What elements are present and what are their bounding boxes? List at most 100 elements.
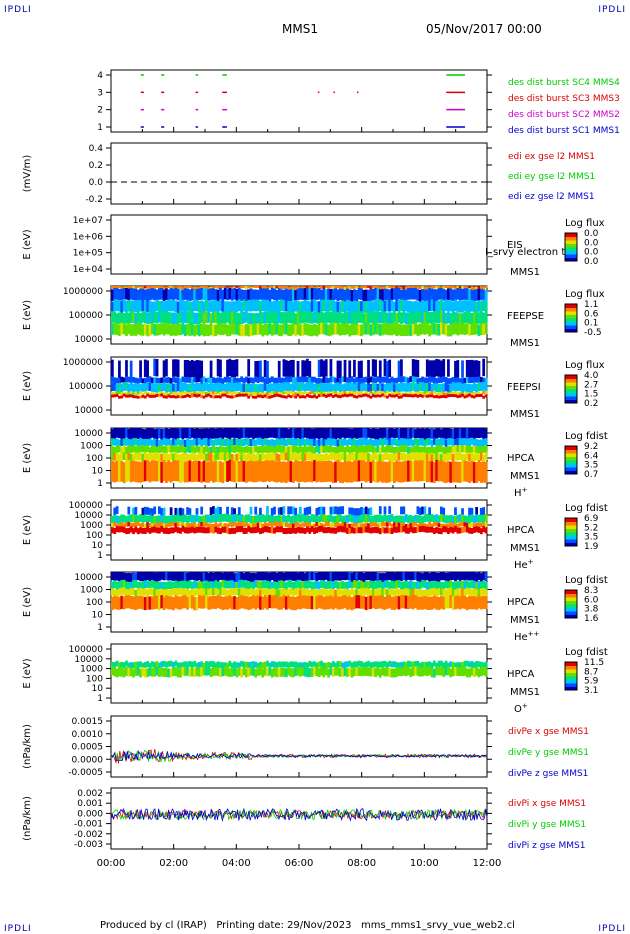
spectrogram-cell <box>146 460 149 482</box>
legend-entry-divpe: divPe x gse MMS1 <box>508 727 589 737</box>
spectrogram-cell <box>423 446 427 454</box>
spectrogram-cell <box>146 661 149 667</box>
spectrogram-cell <box>423 580 427 589</box>
spectrogram-cell <box>378 506 382 514</box>
spectrogram-cell <box>240 526 243 533</box>
spectrogram-cell <box>369 589 373 598</box>
spectrogram-cell <box>287 394 290 398</box>
spectrogram-cell <box>268 395 272 399</box>
spectrogram-cell <box>115 377 119 384</box>
spectrogram-cell <box>435 395 439 399</box>
spectrogram-cell <box>139 288 142 301</box>
spectrogram-cell <box>183 595 187 609</box>
spectrogram-cell <box>277 445 281 453</box>
spectrogram-cell <box>259 322 262 335</box>
spectrogram-cell <box>219 383 222 392</box>
spectrogram-cell <box>277 507 281 516</box>
spectrogram-cell <box>383 384 387 393</box>
spectrogram-cell <box>461 393 464 397</box>
spectrogram-cell <box>407 324 410 336</box>
spectrogram-cell <box>331 527 335 534</box>
spectrogram-cell <box>362 313 366 325</box>
spectrogram-cell <box>400 452 403 461</box>
spectrogram-cell <box>458 667 462 677</box>
spectrogram-cell <box>153 438 157 446</box>
spectrogram-cell <box>357 445 361 454</box>
spectrogram-cell <box>190 301 194 313</box>
colorbar-segment <box>565 375 577 379</box>
spectrogram-cell <box>461 322 464 335</box>
spectrogram-cell <box>235 286 239 288</box>
spectrogram-cell <box>468 383 471 393</box>
spectrogram-cell <box>378 454 382 463</box>
spectrogram-cell <box>259 376 262 382</box>
spectrogram-cell <box>195 460 199 482</box>
spectrogram-cell <box>266 323 269 336</box>
spectrogram-cell <box>195 289 199 301</box>
spectrogram-cell <box>296 390 300 394</box>
spectrogram-cell <box>432 447 436 455</box>
spectrogram-cell <box>111 460 114 482</box>
spectrogram-cell <box>167 394 171 398</box>
spectrogram-cell <box>193 299 196 312</box>
spectrogram-cell <box>313 572 316 581</box>
spectrogram-cell <box>141 588 145 596</box>
spectrogram-cell <box>336 514 340 523</box>
colorbar-segment <box>565 535 577 540</box>
spectrogram-cell <box>444 580 448 589</box>
spectrogram-cell <box>136 383 140 393</box>
spectrogram-cell <box>416 660 420 667</box>
spectrogram-cell <box>374 572 377 581</box>
spectrogram-cell <box>200 311 204 323</box>
spectrogram-cell <box>273 383 276 392</box>
spectrogram-cell <box>221 286 225 289</box>
spectrogram-cell <box>371 312 375 324</box>
spectrogram-cell <box>320 359 323 377</box>
spectrogram-cell <box>242 384 246 393</box>
spectrogram-cell <box>470 596 474 610</box>
spectrogram-cell <box>451 439 455 447</box>
colorbar-segment <box>565 604 577 608</box>
spectrogram-cell <box>477 312 481 324</box>
spectrogram-cell <box>407 666 410 676</box>
spectrogram-cell <box>407 460 410 482</box>
spectrogram-cell <box>136 378 140 385</box>
spectrogram-cell <box>395 572 399 582</box>
spectrogram-cell <box>308 572 312 580</box>
spectrogram-cell <box>289 661 293 668</box>
spectrogram-cell <box>395 452 399 461</box>
spectrogram-cell <box>221 572 225 582</box>
spectrogram-cell <box>430 587 434 596</box>
spectrogram-cell <box>252 377 255 384</box>
spectrogram-cell <box>273 323 276 335</box>
spectrogram-cell <box>357 428 361 439</box>
spectrogram-cell <box>421 382 424 392</box>
spectrogram-cell <box>402 288 406 301</box>
colorbar-segment <box>565 446 577 450</box>
spectrogram-cell <box>207 453 211 462</box>
spectrogram-cell <box>237 452 241 460</box>
spectrogram-cell <box>113 595 117 609</box>
spectrogram-cell <box>451 377 455 383</box>
spectrogram-cell <box>360 515 363 523</box>
spectrogram-cell <box>172 376 175 383</box>
spectrogram-cell <box>148 662 152 669</box>
spectrogram-cell <box>425 377 429 384</box>
spectrogram-cell <box>482 381 486 391</box>
spectrogram-cell <box>381 323 384 336</box>
spectrogram-cell <box>242 661 246 668</box>
spectrogram-cell <box>447 311 450 324</box>
spectrogram-cell <box>291 527 295 534</box>
spectrogram-cell <box>282 286 286 289</box>
spectrogram-cell <box>125 438 128 446</box>
spectrogram-cell <box>136 428 140 440</box>
spectrogram-cell <box>484 572 488 582</box>
instrument-label: FEEPSE <box>507 311 544 322</box>
spectrogram-cell <box>404 394 408 397</box>
spectrogram-cell <box>479 382 483 391</box>
spectrogram-cell <box>141 310 145 323</box>
spectrogram-cell <box>327 460 330 482</box>
spectrogram-cell <box>378 286 382 290</box>
spectrogram-cell <box>463 515 467 524</box>
spectrogram-cell <box>148 392 152 396</box>
